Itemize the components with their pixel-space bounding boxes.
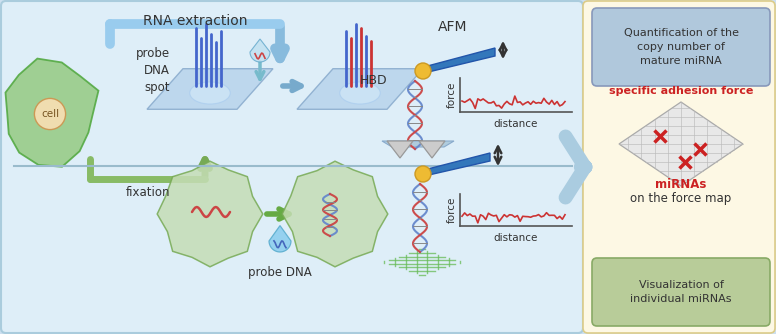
Ellipse shape — [340, 82, 380, 104]
Text: force: force — [447, 197, 457, 223]
Text: distance: distance — [494, 233, 539, 243]
Polygon shape — [269, 225, 291, 252]
Polygon shape — [297, 69, 423, 109]
Text: specific adhesion force: specific adhesion force — [609, 86, 753, 96]
FancyBboxPatch shape — [592, 258, 770, 326]
Circle shape — [415, 63, 431, 79]
Polygon shape — [250, 39, 270, 62]
Polygon shape — [387, 141, 413, 158]
Circle shape — [34, 99, 66, 130]
Text: probe
DNA
spot: probe DNA spot — [136, 47, 170, 95]
Polygon shape — [282, 161, 388, 267]
Text: force: force — [447, 82, 457, 108]
Polygon shape — [420, 48, 495, 74]
Text: HBD: HBD — [359, 74, 387, 88]
Text: RNA extraction: RNA extraction — [143, 14, 248, 28]
FancyBboxPatch shape — [583, 1, 775, 333]
Ellipse shape — [190, 82, 230, 104]
Text: Quantification of the
copy number of
mature miRNA: Quantification of the copy number of mat… — [623, 28, 739, 66]
Polygon shape — [5, 58, 99, 167]
Text: Visualization of
individual miRNAs: Visualization of individual miRNAs — [630, 280, 732, 304]
FancyBboxPatch shape — [592, 8, 770, 86]
Text: cell: cell — [41, 109, 59, 119]
Text: distance: distance — [494, 119, 539, 129]
Polygon shape — [419, 141, 445, 158]
Text: probe DNA: probe DNA — [248, 266, 312, 279]
Text: on the force map: on the force map — [630, 192, 732, 205]
Text: AFM: AFM — [438, 20, 468, 34]
Circle shape — [415, 166, 431, 182]
Polygon shape — [382, 141, 454, 147]
FancyArrowPatch shape — [566, 137, 585, 197]
Text: miRNAs: miRNAs — [655, 178, 707, 191]
FancyBboxPatch shape — [1, 1, 583, 333]
Text: fixation: fixation — [126, 186, 170, 199]
Polygon shape — [420, 153, 490, 177]
Polygon shape — [147, 69, 273, 109]
Polygon shape — [158, 161, 263, 267]
Polygon shape — [619, 102, 743, 186]
